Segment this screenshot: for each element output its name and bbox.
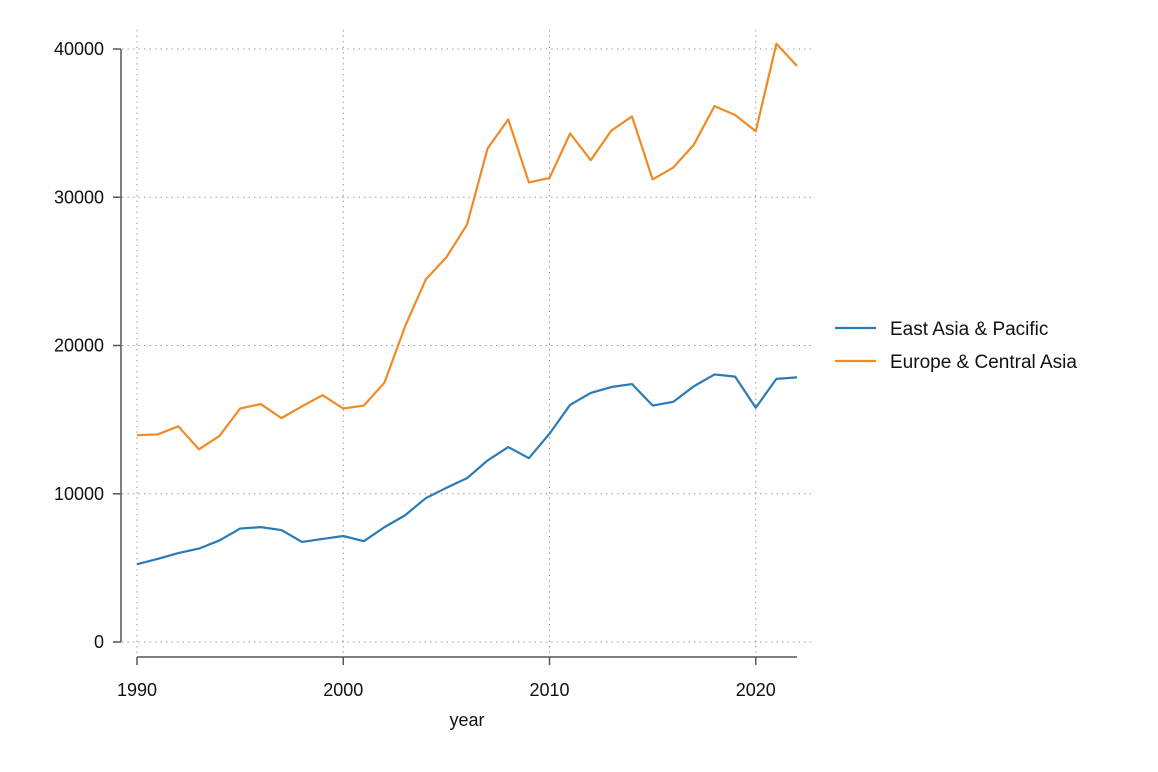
legend: East Asia & Pacific Europe & Central Asia — [835, 319, 1077, 373]
grid-lines — [122, 30, 815, 655]
x-tick-label: 1990 — [117, 680, 157, 700]
y-tick-label: 30000 — [54, 187, 104, 207]
y-tick-label: 20000 — [54, 336, 104, 356]
legend-label: Europe & Central Asia — [890, 352, 1077, 373]
y-tick-label: 40000 — [54, 39, 104, 59]
x-tick-label: 2020 — [736, 680, 776, 700]
legend-label: East Asia & Pacific — [890, 319, 1048, 340]
series-line-europe-central-asia — [136, 42, 798, 451]
tick-marks: 0 10000 20000 30000 40000 1990 2000 2010 2020 — [54, 39, 776, 700]
x-tick-label: 2010 — [529, 680, 569, 700]
series-line-east-asia-pacific — [136, 373, 798, 566]
x-tick-label: 2000 — [323, 680, 363, 700]
x-axis-title: year — [449, 710, 484, 730]
series-lines — [136, 42, 798, 566]
y-tick-label: 0 — [94, 632, 104, 652]
y-tick-label: 10000 — [54, 484, 104, 504]
